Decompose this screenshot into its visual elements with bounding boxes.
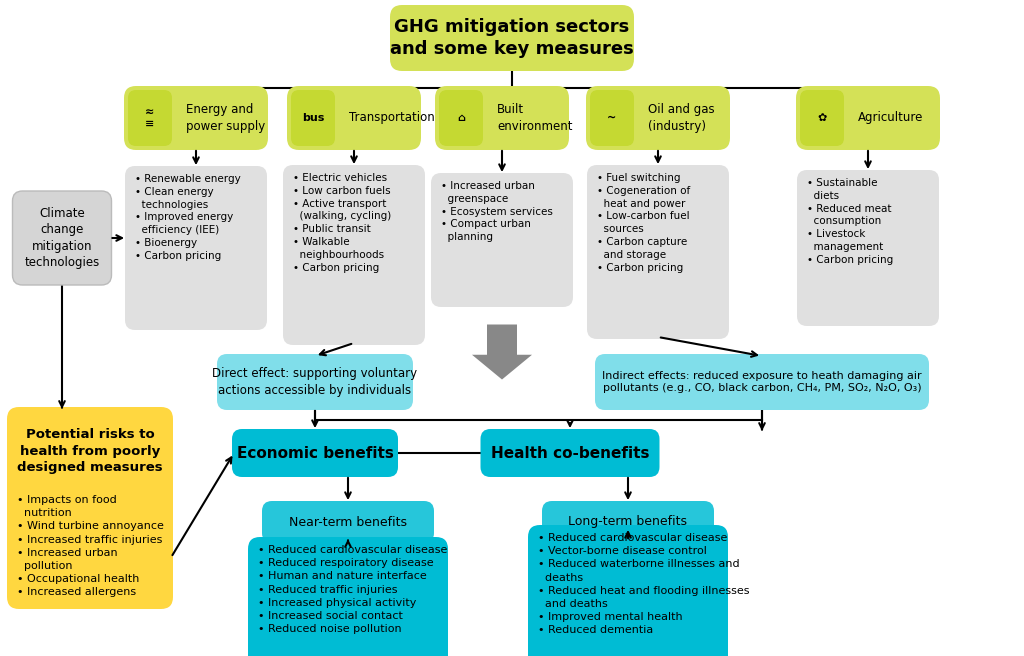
Polygon shape xyxy=(472,325,532,380)
Text: Long-term benefits: Long-term benefits xyxy=(568,516,687,529)
FancyBboxPatch shape xyxy=(283,165,425,345)
FancyBboxPatch shape xyxy=(262,501,434,543)
Text: Agriculture: Agriculture xyxy=(858,112,924,125)
Text: ✿: ✿ xyxy=(817,113,826,123)
FancyBboxPatch shape xyxy=(287,86,421,150)
Text: Climate
change
mitigation
technologies: Climate change mitigation technologies xyxy=(25,207,99,269)
FancyBboxPatch shape xyxy=(124,86,268,150)
Text: Built
environment: Built environment xyxy=(497,103,572,133)
Text: Oil and gas
(industry): Oil and gas (industry) xyxy=(648,103,715,133)
Text: • Reduced cardiovascular disease
• Reduced respoiratory disease
• Human and natu: • Reduced cardiovascular disease • Reduc… xyxy=(258,545,447,634)
FancyBboxPatch shape xyxy=(125,166,267,330)
FancyBboxPatch shape xyxy=(431,173,573,307)
Text: • Renewable energy
• Clean energy
  technologies
• Improved energy
  efficiency : • Renewable energy • Clean energy techno… xyxy=(135,174,241,261)
FancyBboxPatch shape xyxy=(542,501,714,543)
FancyBboxPatch shape xyxy=(12,191,112,285)
Text: Economic benefits: Economic benefits xyxy=(237,445,393,461)
FancyBboxPatch shape xyxy=(390,5,634,71)
FancyBboxPatch shape xyxy=(439,90,483,146)
FancyBboxPatch shape xyxy=(528,525,728,656)
Text: Transportation: Transportation xyxy=(349,112,435,125)
Text: Near-term benefits: Near-term benefits xyxy=(289,516,407,529)
Text: Health co-benefits: Health co-benefits xyxy=(490,445,649,461)
Text: Energy and
power supply: Energy and power supply xyxy=(186,103,265,133)
Text: Direct effect: supporting voluntary
actions accessible by individuals: Direct effect: supporting voluntary acti… xyxy=(212,367,418,397)
FancyBboxPatch shape xyxy=(128,90,172,146)
FancyBboxPatch shape xyxy=(217,354,413,410)
Text: bus: bus xyxy=(302,113,325,123)
Text: • Fuel switching
• Cogeneration of
  heat and power
• Low-carbon fuel
  sources
: • Fuel switching • Cogeneration of heat … xyxy=(597,173,690,273)
Text: Indirect effects: reduced exposure to heath damaging air
pollutants (e.g., CO, b: Indirect effects: reduced exposure to he… xyxy=(602,371,922,394)
FancyBboxPatch shape xyxy=(587,165,729,339)
FancyBboxPatch shape xyxy=(800,90,844,146)
Text: ~: ~ xyxy=(607,113,616,123)
Text: • Impacts on food
  nutrition
• Wind turbine annoyance
• Increased traffic injur: • Impacts on food nutrition • Wind turbi… xyxy=(17,495,164,598)
Text: • Electric vehicles
• Low carbon fuels
• Active transport
  (walking, cycling)
•: • Electric vehicles • Low carbon fuels •… xyxy=(293,173,391,273)
Text: • Reduced cardiovascular disease
• Vector-borne disease control
• Reduced waterb: • Reduced cardiovascular disease • Vecto… xyxy=(538,533,750,636)
FancyBboxPatch shape xyxy=(232,429,398,477)
Text: • Increased urban
  greenspace
• Ecosystem services
• Compact urban
  planning: • Increased urban greenspace • Ecosystem… xyxy=(441,181,553,242)
FancyBboxPatch shape xyxy=(480,429,659,477)
Text: • Sustainable
  diets
• Reduced meat
  consumption
• Livestock
  management
• Ca: • Sustainable diets • Reduced meat consu… xyxy=(807,178,893,265)
FancyBboxPatch shape xyxy=(248,537,449,656)
FancyBboxPatch shape xyxy=(291,90,335,146)
FancyBboxPatch shape xyxy=(590,90,634,146)
Text: ≈
≡: ≈ ≡ xyxy=(145,107,155,129)
Text: GHG mitigation sectors
and some key measures: GHG mitigation sectors and some key meas… xyxy=(390,18,634,58)
FancyBboxPatch shape xyxy=(797,170,939,326)
Text: Potential risks to
health from poorly
designed measures: Potential risks to health from poorly de… xyxy=(17,428,163,474)
FancyBboxPatch shape xyxy=(595,354,929,410)
FancyBboxPatch shape xyxy=(7,407,173,609)
FancyBboxPatch shape xyxy=(796,86,940,150)
FancyBboxPatch shape xyxy=(586,86,730,150)
Text: ⌂: ⌂ xyxy=(457,113,465,123)
FancyBboxPatch shape xyxy=(435,86,569,150)
